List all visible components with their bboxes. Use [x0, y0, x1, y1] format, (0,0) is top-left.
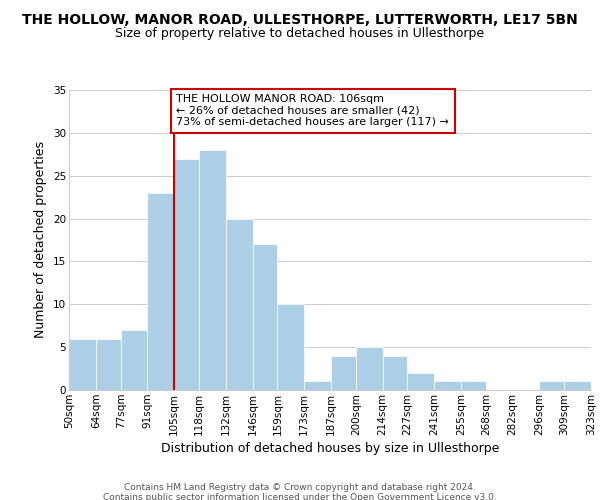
Bar — [148, 193, 174, 390]
Y-axis label: Number of detached properties: Number of detached properties — [34, 142, 47, 338]
Text: THE HOLLOW MANOR ROAD: 106sqm
← 26% of detached houses are smaller (42)
73% of s: THE HOLLOW MANOR ROAD: 106sqm ← 26% of d… — [176, 94, 449, 128]
Bar — [331, 356, 356, 390]
Text: Contains HM Land Registry data © Crown copyright and database right 2024.: Contains HM Land Registry data © Crown c… — [124, 484, 476, 492]
Bar — [199, 150, 226, 390]
Bar — [253, 244, 277, 390]
Bar — [304, 382, 331, 390]
Bar — [121, 330, 148, 390]
Bar — [174, 158, 199, 390]
Bar — [277, 304, 304, 390]
Text: Contains public sector information licensed under the Open Government Licence v3: Contains public sector information licen… — [103, 492, 497, 500]
Text: Size of property relative to detached houses in Ullesthorpe: Size of property relative to detached ho… — [115, 28, 485, 40]
Bar — [564, 382, 591, 390]
Bar — [461, 382, 486, 390]
Bar — [407, 373, 434, 390]
Bar — [434, 382, 461, 390]
Bar — [69, 338, 96, 390]
Bar — [226, 218, 253, 390]
X-axis label: Distribution of detached houses by size in Ullesthorpe: Distribution of detached houses by size … — [161, 442, 499, 455]
Bar — [96, 338, 121, 390]
Bar — [383, 356, 407, 390]
Bar — [539, 382, 564, 390]
Bar — [356, 347, 383, 390]
Text: THE HOLLOW, MANOR ROAD, ULLESTHORPE, LUTTERWORTH, LE17 5BN: THE HOLLOW, MANOR ROAD, ULLESTHORPE, LUT… — [22, 12, 578, 26]
